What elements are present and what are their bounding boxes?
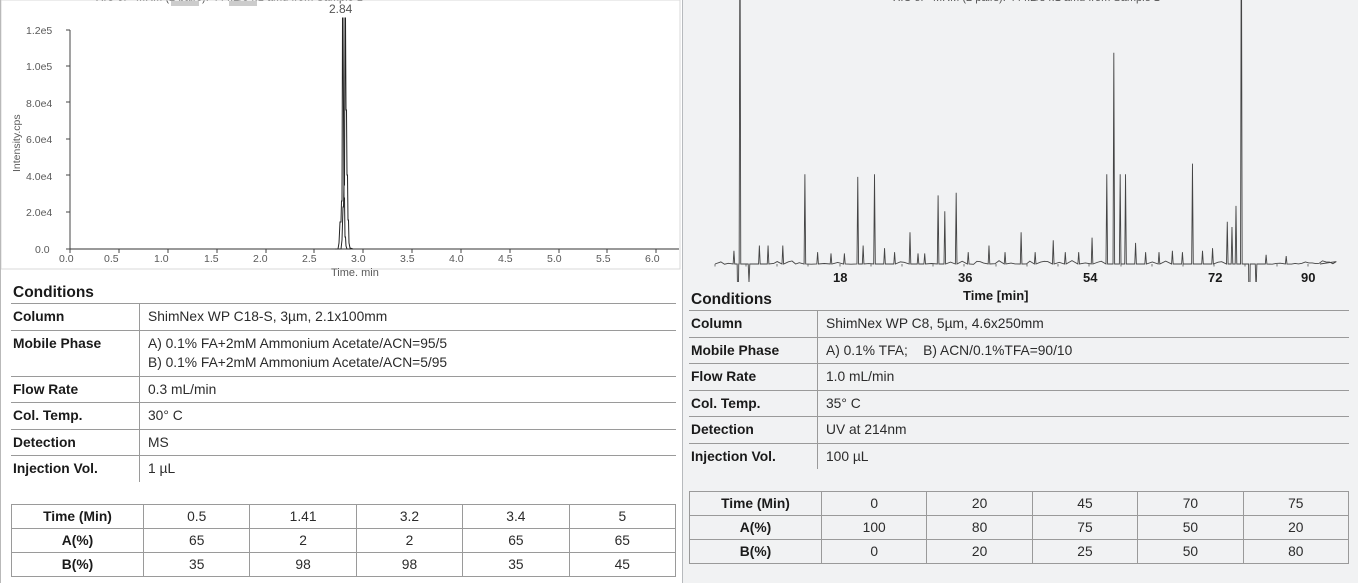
svg-text:2.84: 2.84: [329, 2, 353, 16]
